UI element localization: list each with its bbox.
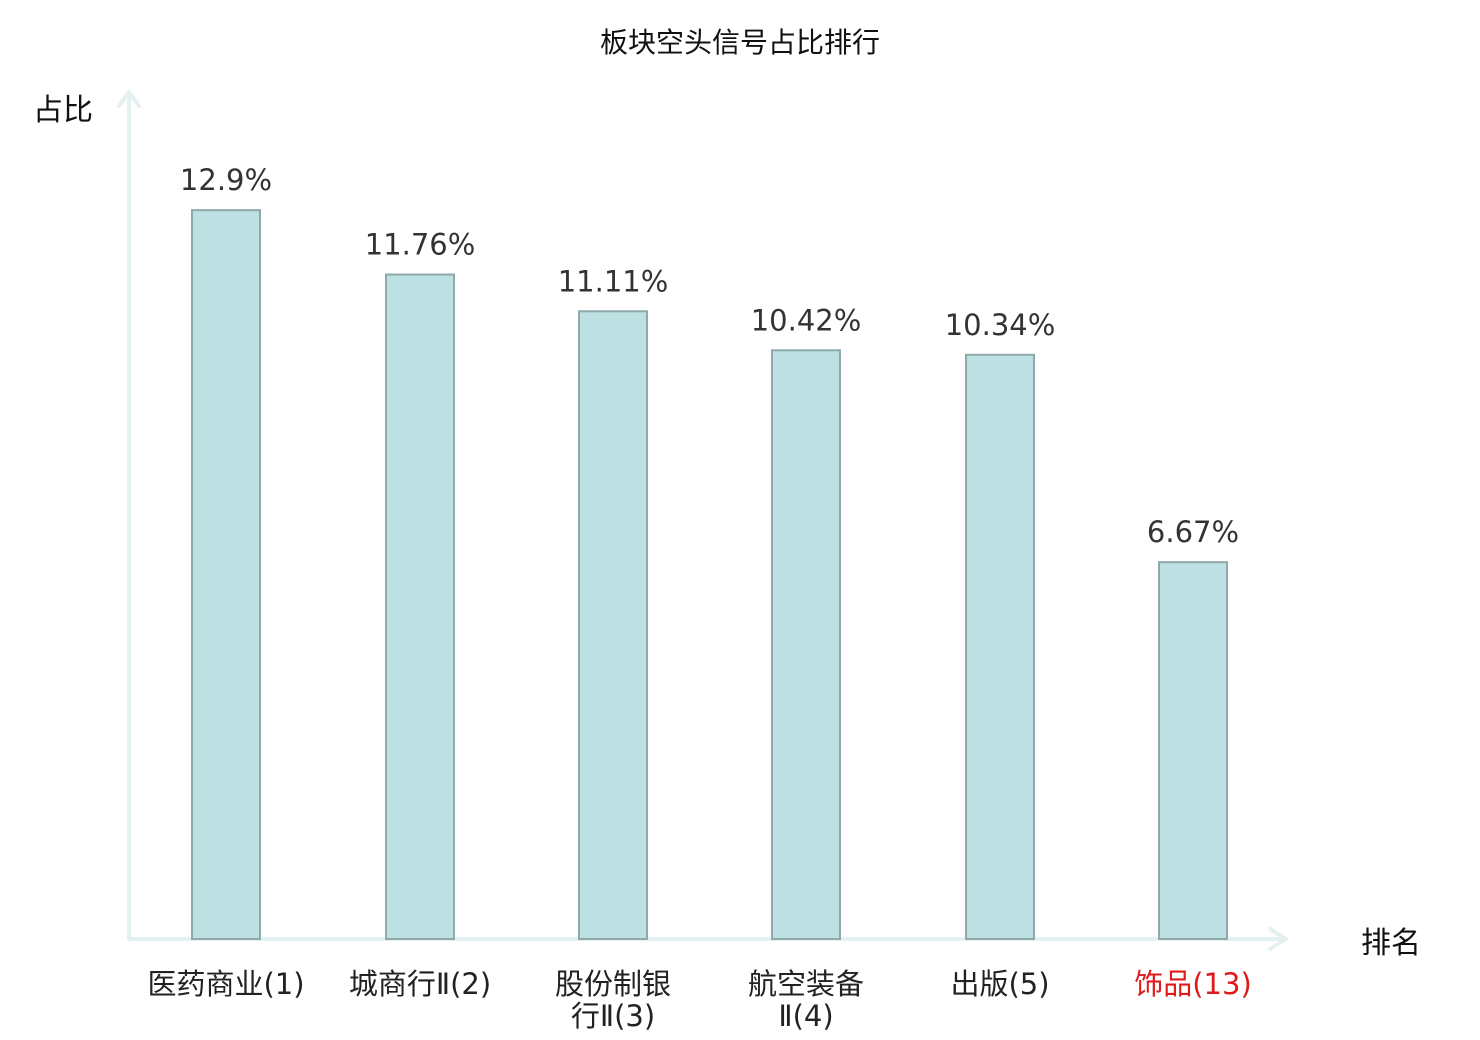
category-label-line: 股份制银 [555,967,671,1001]
category-label-line: 城商行Ⅱ(2) [349,967,491,1001]
bar-6 [1158,561,1228,941]
chart-title: 板块空头信号占比排行 [600,26,880,59]
value-label-6: 6.67% [1147,515,1239,549]
y-axis-label: 占比 [33,93,93,128]
x-axis [127,927,1288,951]
category-label-1: 医药商业(1) [147,967,304,1001]
x-axis-label: 排名 [1361,926,1421,961]
value-label-1: 12.9% [180,163,272,197]
category-label-5: 出版(5) [950,967,1049,1001]
category-label-line: 行Ⅱ(3) [571,999,655,1033]
category-label-line: 出版(5) [950,967,1049,1001]
category-label-line: 饰品(13) [1134,967,1252,1001]
category-label-4: 航空装备 Ⅱ(4) [748,967,864,1033]
category-label-6: 饰品(13) [1134,967,1252,1001]
value-label-2: 11.76% [365,228,476,262]
bar-4 [771,349,841,940]
bar-2 [385,273,455,940]
bars-group [191,209,1228,941]
category-label-2: 城商行Ⅱ(2) [349,967,491,1001]
value-label-3: 11.11% [558,264,669,298]
category-label-line: Ⅱ(4) [778,999,833,1033]
bar-5 [965,353,1035,941]
category-labels-group: 医药商业(1) 城商行Ⅱ(2) 股份制银行Ⅱ(3) 航空装备 Ⅱ(4) 出版(5) 饰品(1… [147,967,1251,1033]
category-label-line: 航空装备 [748,967,864,1001]
y-axis [117,90,141,940]
value-label-4: 10.42% [751,303,862,337]
value-labels-group: 12.9% 11.76% 11.11% 10.42% 10.34% 6.67% [180,163,1239,549]
category-label-line: 医药商业(1) [147,967,304,1001]
bar-1 [191,209,261,940]
bar-3 [578,310,648,941]
category-label-3: 股份制银行Ⅱ(3) [555,967,671,1033]
value-label-5: 10.34% [945,308,1056,342]
